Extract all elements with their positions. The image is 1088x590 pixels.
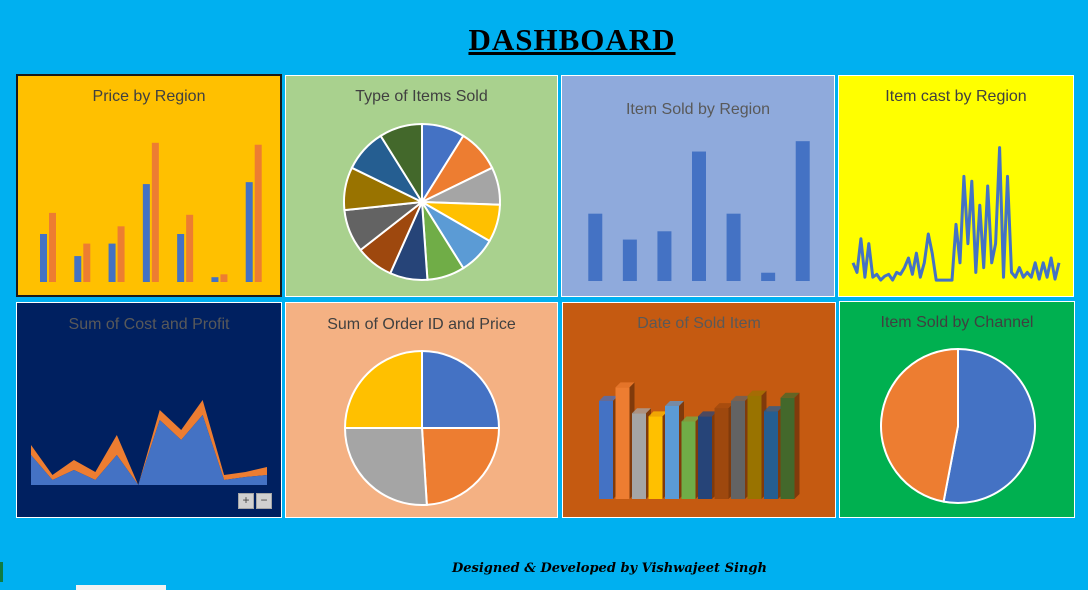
bar-top bbox=[648, 411, 668, 417]
bar bbox=[108, 243, 116, 282]
pie-slice bbox=[942, 347, 1036, 504]
chart-item-sold-by-channel bbox=[880, 347, 1036, 504]
bar bbox=[795, 141, 810, 281]
bar bbox=[83, 243, 91, 282]
bar-top bbox=[764, 406, 783, 412]
zoom-controls: + − bbox=[238, 493, 272, 509]
bar bbox=[220, 274, 228, 282]
bar-top bbox=[615, 382, 635, 388]
bar bbox=[665, 406, 679, 499]
bar bbox=[692, 151, 706, 281]
bar-top bbox=[731, 395, 750, 401]
bar-top bbox=[681, 416, 701, 422]
zoom-out-button[interactable]: − bbox=[256, 493, 272, 509]
bar bbox=[698, 416, 712, 499]
sheet-indicator bbox=[0, 562, 3, 582]
bar-top bbox=[780, 392, 800, 398]
bar bbox=[211, 277, 219, 282]
chart-sum-of-cost-and-profit bbox=[31, 400, 267, 485]
panel-item-cast-by-region[interactable]: Item cast by Region bbox=[838, 75, 1074, 297]
bar bbox=[726, 213, 741, 281]
area-series bbox=[31, 415, 267, 485]
bar bbox=[714, 408, 729, 499]
bar bbox=[731, 400, 745, 499]
panel-sum-of-order-id-and-price[interactable]: Sum of Order ID and Price bbox=[285, 302, 558, 518]
chart-title: Type of Items Sold bbox=[355, 88, 488, 105]
bar bbox=[657, 231, 672, 281]
area-series bbox=[31, 400, 267, 485]
pie-slice bbox=[343, 427, 428, 506]
bar bbox=[761, 272, 776, 281]
bar bbox=[40, 234, 47, 282]
zoom-in-button[interactable]: + bbox=[238, 493, 254, 509]
bar bbox=[177, 234, 185, 282]
bar bbox=[681, 421, 696, 499]
bar bbox=[142, 184, 150, 282]
chart-item-sold-by-region bbox=[588, 141, 810, 281]
bar-top bbox=[698, 411, 717, 417]
footer-credit: Designed & Developed by Vishwajeet Singh bbox=[452, 561, 767, 576]
bar-top bbox=[632, 408, 651, 414]
series-line bbox=[851, 146, 1061, 282]
panel-item-sold-by-region[interactable]: Item Sold by Region bbox=[561, 75, 835, 297]
panel-price-by-region[interactable]: Price by Region bbox=[16, 74, 282, 297]
bar bbox=[648, 416, 663, 499]
panel-sum-of-cost-and-profit[interactable]: Sum of Cost and Profit bbox=[16, 302, 282, 518]
bar bbox=[747, 395, 762, 499]
chart-sum-of-order-id-and-price bbox=[343, 349, 501, 506]
bar-top bbox=[714, 403, 734, 409]
bar bbox=[615, 387, 630, 499]
sheet-tab-strip bbox=[76, 585, 166, 590]
chart-title: Price by Region bbox=[92, 88, 206, 105]
chart-title: Item Sold by Channel bbox=[880, 314, 1034, 331]
chart-type-of-items-sold bbox=[343, 122, 501, 281]
chart-title: Sum of Order ID and Price bbox=[327, 316, 516, 333]
chart-date-of-sold-item bbox=[599, 382, 800, 499]
bar bbox=[764, 411, 778, 499]
pie-slice bbox=[880, 347, 959, 503]
pie-slice bbox=[379, 122, 423, 206]
bar bbox=[245, 182, 253, 282]
chart-title: Item Sold by Region bbox=[625, 101, 771, 118]
bar-side bbox=[794, 392, 800, 499]
panel-item-sold-by-channel[interactable]: Item Sold by Channel bbox=[839, 301, 1075, 518]
chart-title: Sum of Cost and Profit bbox=[68, 316, 230, 333]
panel-type-of-items-sold[interactable]: Type of Items Sold bbox=[285, 75, 558, 297]
bar bbox=[599, 400, 613, 499]
page-title: DASHBOARD bbox=[468, 22, 676, 57]
bar bbox=[117, 226, 125, 282]
bar bbox=[49, 212, 56, 282]
bar-top bbox=[665, 401, 684, 406]
bar bbox=[186, 214, 194, 282]
bar-top bbox=[599, 395, 618, 401]
panel-date-of-sold-item[interactable]: Date of Sold Item bbox=[562, 302, 836, 518]
bar bbox=[632, 413, 646, 499]
bar bbox=[74, 256, 82, 282]
chart-title: Item cast by Region bbox=[885, 88, 1027, 105]
bar bbox=[151, 142, 159, 282]
pie-slice bbox=[420, 427, 501, 506]
pie-slice bbox=[421, 349, 501, 429]
bar bbox=[254, 144, 262, 282]
bar-top bbox=[747, 390, 767, 396]
chart-item-cast-by-region bbox=[851, 146, 1061, 282]
bar bbox=[588, 213, 603, 281]
chart-price-by-region bbox=[40, 142, 262, 282]
pie-slice bbox=[343, 349, 423, 429]
bar bbox=[622, 239, 637, 281]
bar bbox=[780, 397, 795, 499]
chart-title: Date of Sold Item bbox=[637, 315, 761, 332]
